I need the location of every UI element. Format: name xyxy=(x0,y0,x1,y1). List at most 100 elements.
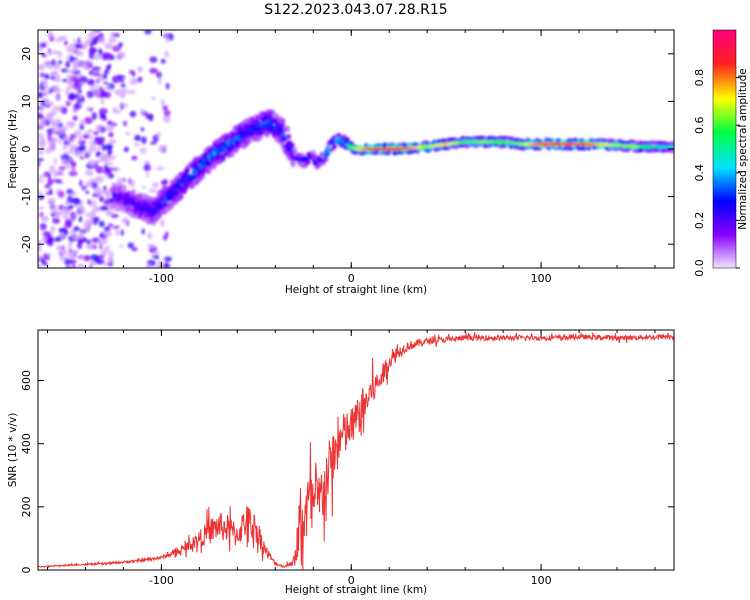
heatmap-noise-cell xyxy=(38,179,45,183)
heatmap-noise-cell xyxy=(50,225,56,234)
snr-xlabel: Height of straight line (km) xyxy=(285,584,427,596)
heatmap-noise-cell xyxy=(73,149,83,157)
heatmap-ridge-cell xyxy=(323,157,329,162)
heatmap-noise-cell xyxy=(41,215,49,220)
heatmap-noise-cell xyxy=(45,115,52,120)
heatmap-noise-cell xyxy=(68,93,76,101)
heatmap-noise-cell xyxy=(110,213,119,218)
heatmap-noise-cell xyxy=(145,264,151,268)
heatmap-noise-cell xyxy=(48,51,53,56)
heatmap-noise-cell xyxy=(113,32,120,38)
heatmap-noise-cell xyxy=(74,50,84,57)
heatmap-noise-cell xyxy=(66,188,74,195)
heatmap-noise-cell xyxy=(133,142,141,147)
heatmap-noise-cell xyxy=(61,232,65,238)
snr-panel: -100 0 100 0 200 400 600 Height of straight li… xyxy=(7,329,675,596)
heatmap-noise-cell xyxy=(63,141,70,145)
heatmap-noise-cell xyxy=(83,237,87,242)
heatmap-noise-cell xyxy=(123,146,129,153)
snr-plot-area xyxy=(38,330,674,570)
heatmap-noise-cell xyxy=(46,128,55,135)
heatmap-noise-cell xyxy=(68,147,75,154)
heatmap-noise-cell xyxy=(49,188,53,194)
heatmap-noise-cell xyxy=(150,96,156,100)
heatmap-noise-cell xyxy=(117,75,126,79)
colorbar: 0.0 0.2 0.4 0.6 0.8 Normalized spectral ampl… xyxy=(693,29,749,277)
heatmap-noise-cell xyxy=(81,185,87,191)
heatmap-noise-cell xyxy=(73,129,82,137)
colorbar-tick-label: 0.8 xyxy=(693,69,706,87)
x-tick-label: 100 xyxy=(531,574,552,587)
heatmap-noise-cell xyxy=(68,204,74,209)
heatmap-noise-cell xyxy=(38,106,43,110)
heatmap-noise-cell xyxy=(103,245,111,253)
heatmap-noise-cell xyxy=(128,177,132,185)
heatmap-noise-cell xyxy=(73,213,78,219)
heatmap-noise-cell xyxy=(120,83,126,89)
heatmap-noise-cell xyxy=(44,73,50,80)
heatmap-noise-cell xyxy=(43,171,52,177)
heatmap-noise-cell xyxy=(140,127,145,132)
y-tick-label: -20 xyxy=(20,235,33,253)
heatmap-ridge-core xyxy=(671,145,674,148)
heatmap-noise-cell xyxy=(78,216,83,223)
heatmap-noise-cell xyxy=(70,160,77,168)
heatmap-noise-cell xyxy=(163,109,171,117)
heatmap-ridge-cell xyxy=(289,142,295,149)
heatmap-noise-cell xyxy=(127,242,134,249)
heatmap-noise-cell xyxy=(162,234,168,241)
heatmap-noise-cell xyxy=(39,72,45,78)
heatmap-ridge-cell xyxy=(181,188,187,194)
heatmap-noise-cell xyxy=(96,259,105,265)
heatmap-noise-cell xyxy=(61,158,68,166)
heatmap-noise-cell xyxy=(102,72,108,80)
heatmap-noise-cell xyxy=(56,127,66,135)
heatmap-noise-cell xyxy=(72,82,82,90)
heatmap-noise-cell xyxy=(140,147,147,154)
heatmap-ridge-cell xyxy=(206,166,212,172)
heatmap-noise-cell xyxy=(111,166,121,172)
heatmap-noise-cell xyxy=(55,85,60,92)
colorbar-label: Normalized spectral amplitude xyxy=(737,68,749,229)
heatmap-noise-cell xyxy=(95,159,103,164)
heatmap-noise-cell xyxy=(114,229,120,236)
heatmap-ridge-cell xyxy=(453,144,459,150)
heatmap-noise-cell xyxy=(150,141,157,145)
heatmap-noise-cell xyxy=(90,30,100,34)
heatmap-noise-cell xyxy=(50,205,58,213)
heatmap-ridge-cell xyxy=(452,137,458,142)
heatmap-noise-cell xyxy=(100,153,109,159)
heatmap-noise-cell xyxy=(58,228,65,232)
heatmap-noise-cell xyxy=(91,112,97,120)
heatmap-noise-cell xyxy=(38,195,45,200)
heatmap-noise-cell xyxy=(149,67,158,74)
heatmap-noise-cell xyxy=(53,157,57,165)
y-tick-label: -10 xyxy=(20,188,33,206)
heatmap-noise-cell xyxy=(47,197,56,206)
heatmap-noise-cell xyxy=(93,88,101,96)
heatmap-noise-cell xyxy=(79,156,84,160)
heatmap-noise-cell xyxy=(75,234,83,239)
heatmap-noise-cell xyxy=(66,79,74,83)
heatmap-noise-cell xyxy=(162,179,169,185)
heatmap-ridge-cell xyxy=(238,125,244,132)
heatmap-noise-cell xyxy=(64,258,72,266)
heatmap-noise-cell xyxy=(162,115,171,123)
heatmap-noise-cell xyxy=(108,38,118,43)
heatmap-ridge-cell xyxy=(586,145,592,151)
heatmap-noise-cell xyxy=(165,82,170,90)
heatmap-noise-cell xyxy=(114,88,124,96)
colorbar-ticks: 0.0 0.2 0.4 0.6 0.8 xyxy=(693,69,740,277)
heatmap-noise-cell xyxy=(137,66,143,73)
heatmap-ridge-cell xyxy=(290,160,296,166)
heatmap-noise-cell xyxy=(73,226,80,232)
heatmap-noise-cell xyxy=(78,205,86,214)
heatmap-noise-cell xyxy=(71,263,76,268)
snr-ylabel: SNR (10 * v/v) xyxy=(7,413,19,488)
heatmap-noise-cell xyxy=(119,78,125,83)
heatmap-noise-cell xyxy=(69,258,77,265)
heatmap-noise-cell xyxy=(95,175,104,184)
heatmap-noise-cell xyxy=(108,222,113,228)
heatmap-noise-cell xyxy=(70,121,76,126)
heatmap-noise-cell xyxy=(55,179,63,184)
